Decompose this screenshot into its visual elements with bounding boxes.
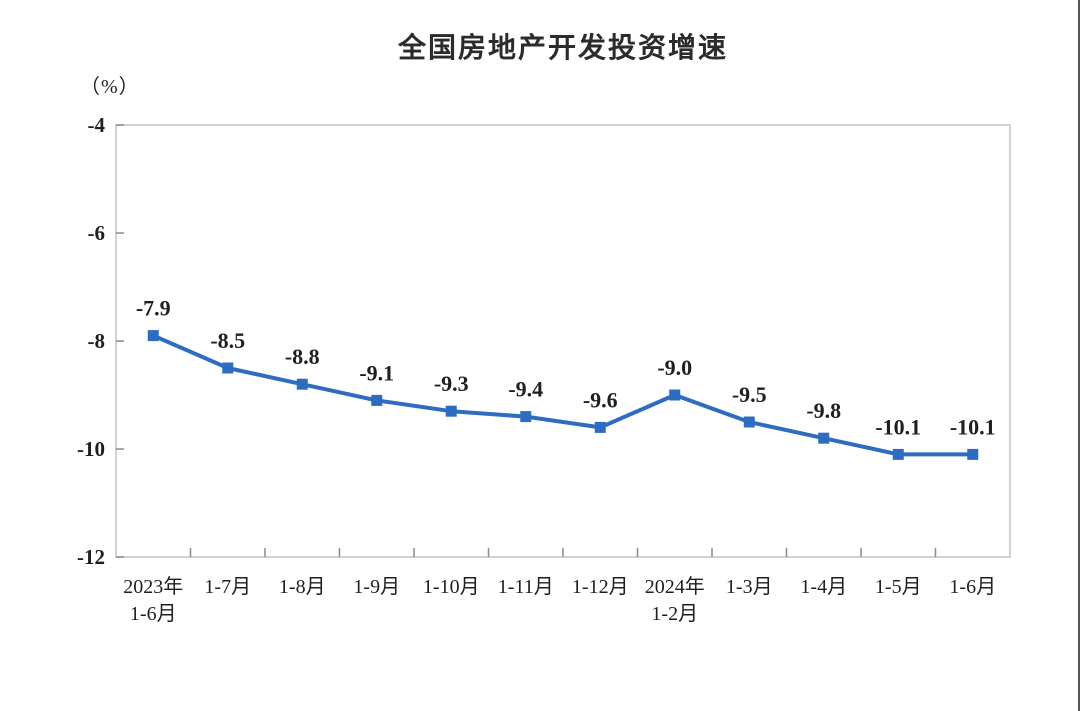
x-tick-label: 1-2月 [651, 603, 698, 625]
data-point-marker [594, 421, 606, 433]
data-point-label: -9.3 [434, 371, 469, 396]
y-tick-label: -12 [77, 545, 105, 569]
data-point-marker [892, 448, 904, 460]
data-point-marker [520, 411, 532, 423]
data-point-label: -8.5 [210, 328, 245, 353]
data-point-marker [743, 416, 755, 428]
plot-area-border [115, 124, 1011, 558]
data-point-marker [967, 448, 979, 460]
data-point-marker [147, 330, 159, 342]
x-tick-label: 1-12月 [572, 576, 629, 598]
x-tick-label: 1-3月 [726, 576, 773, 598]
y-tick-label: -4 [88, 113, 106, 137]
data-point-marker [818, 432, 830, 444]
x-tick-label: 2024年 [645, 575, 705, 598]
data-point-label: -9.4 [508, 377, 543, 402]
x-tick-label: 1-5月 [875, 576, 922, 598]
data-point-marker [669, 389, 681, 401]
data-point-label: -7.9 [136, 296, 171, 321]
y-tick-label: -8 [88, 329, 106, 353]
y-tick-label: -10 [77, 437, 105, 461]
x-tick-label: 1-6月 [130, 603, 177, 625]
x-tick-label: 2023年 [123, 575, 183, 598]
data-point-label: -9.8 [806, 398, 841, 423]
data-point-marker [296, 378, 308, 390]
data-point-label: -10.1 [875, 414, 921, 439]
data-point-label: -9.6 [583, 387, 618, 412]
x-tick-label: 1-9月 [353, 576, 400, 598]
y-tick-label: -6 [88, 221, 106, 245]
data-point-marker [222, 362, 234, 374]
x-tick-label: 1-10月 [423, 576, 480, 598]
x-tick-label: 1-6月 [949, 576, 996, 598]
data-point-label: -9.0 [657, 355, 692, 380]
data-point-label: -9.5 [732, 382, 767, 407]
series-line [151, 333, 975, 457]
data-point-marker [371, 394, 383, 406]
data-point-label: -10.1 [950, 414, 996, 439]
x-tick-label: 1-4月 [800, 576, 847, 598]
x-tick-label: 1-11月 [498, 576, 554, 598]
data-point-label: -8.8 [285, 344, 320, 369]
x-tick-label: 1-7月 [204, 576, 251, 598]
x-tick-label: 1-8月 [279, 576, 326, 598]
chart-title: 全国房地产开发投资增速 [397, 32, 728, 63]
data-point-marker [445, 405, 457, 417]
y-axis-unit-label: （%） [80, 76, 140, 98]
data-point-label: -9.1 [359, 360, 394, 385]
page-right-border [1078, 0, 1080, 711]
